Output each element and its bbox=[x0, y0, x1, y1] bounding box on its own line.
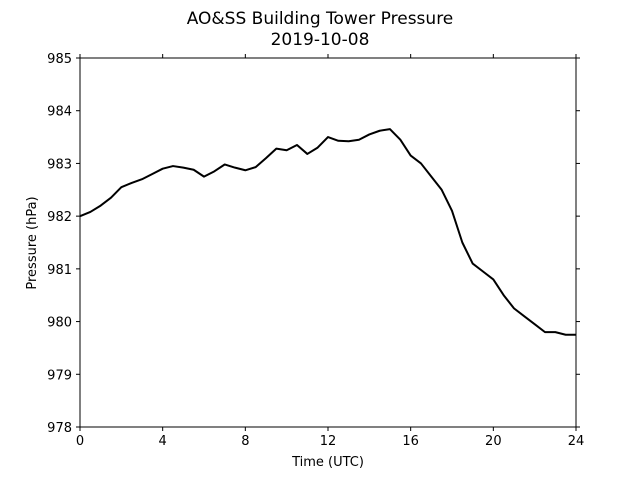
y-tick-label: 984 bbox=[47, 105, 72, 120]
x-tick-label: 4 bbox=[159, 434, 167, 449]
y-tick-label: 979 bbox=[47, 368, 72, 383]
x-tick-label: 0 bbox=[76, 434, 84, 449]
y-tick-label: 980 bbox=[47, 316, 72, 331]
chart-subtitle: 2019-10-08 bbox=[271, 30, 370, 50]
y-tick-label: 982 bbox=[47, 210, 72, 225]
axis-ticks: 0 4 8 12 16 20 24 978 979 980 981 982 983 984 985 bbox=[47, 52, 584, 449]
chart-title: AO&SS Building Tower Pressure bbox=[187, 9, 454, 29]
y-axis-label: Pressure (hPa) bbox=[25, 196, 40, 289]
pressure-series-line bbox=[79, 128, 576, 336]
axes-frame bbox=[79, 57, 577, 428]
x-axis-label: Time (UTC) bbox=[291, 455, 364, 470]
x-tick-label: 12 bbox=[320, 434, 337, 449]
x-tick-label: 16 bbox=[402, 434, 419, 449]
y-tick-label: 981 bbox=[47, 263, 72, 278]
y-tick-label: 983 bbox=[47, 157, 72, 172]
x-tick-label: 8 bbox=[241, 434, 249, 449]
y-tick-label: 985 bbox=[47, 52, 72, 67]
x-tick-label: 20 bbox=[485, 434, 502, 449]
x-tick-label: 24 bbox=[568, 434, 585, 449]
plot-area bbox=[79, 57, 577, 428]
y-tick-label: 978 bbox=[47, 421, 72, 436]
